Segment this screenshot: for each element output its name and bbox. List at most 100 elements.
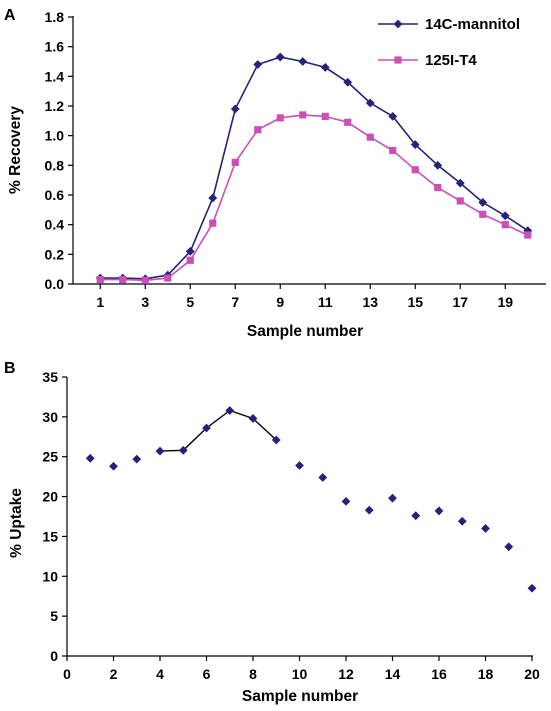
- series-line-t4: [100, 114, 529, 282]
- panel-b-x-tick-label: 8: [249, 666, 257, 682]
- panel-b-x-tick-label: 18: [478, 666, 494, 682]
- panel-a-y-ticks: 0.0 0.2 0.4 0.6 0.8 1.0 1.2 1.4 1.6 1.8: [45, 9, 73, 292]
- panel-a-x-ticks: 1 3 5 7 9 11 13 15 17 19: [96, 284, 513, 310]
- panel-b-x-tick-label: 2: [110, 666, 118, 682]
- data-point-uptake: [155, 446, 165, 456]
- data-point-uptake: [109, 461, 118, 471]
- panel-b-x-tick-label: 10: [292, 666, 308, 682]
- data-point-t4: [231, 158, 239, 166]
- data-point-t4: [321, 112, 329, 120]
- legend-label-mannitol: 14C-mannitol: [425, 16, 520, 33]
- data-point-t4: [434, 183, 442, 192]
- panel-b-x-tick-label: 14: [385, 666, 401, 682]
- panel-a-x-tick-label: 13: [362, 294, 378, 310]
- data-point-mannitol: [455, 178, 465, 188]
- data-point-t4: [276, 114, 284, 122]
- data-point-uptake: [504, 542, 514, 552]
- panel-a-label: A: [4, 7, 16, 24]
- data-point-uptake: [318, 473, 328, 482]
- data-point-uptake: [527, 583, 537, 593]
- data-point-uptake: [388, 493, 397, 503]
- panel-b-y-tick-label: 5: [50, 608, 58, 624]
- panel-a-x-tick-label: 3: [141, 294, 149, 310]
- data-point-uptake: [364, 505, 374, 515]
- panel-b-x-axis-title: Sample number: [242, 688, 358, 705]
- data-point-uptake: [411, 511, 421, 521]
- data-point-mannitol: [365, 98, 375, 108]
- panel-a-y-tick-label: 0.2: [45, 246, 65, 262]
- legend-label-t4: 125I-T4: [425, 52, 477, 69]
- panel-a-y-tick-label: 0.4: [45, 217, 65, 233]
- data-point-t4: [456, 197, 464, 205]
- panel-b-y-tick-label: 0: [50, 648, 58, 664]
- data-point-uptake: [178, 445, 188, 455]
- data-point-t4: [299, 111, 307, 119]
- data-point-uptake: [295, 461, 304, 470]
- data-point-t4: [389, 146, 397, 155]
- data-point-t4: [501, 221, 509, 229]
- data-point-uptake: [85, 453, 95, 463]
- panel-a-y-axis-title: % Recovery: [7, 106, 24, 194]
- data-point-t4: [254, 126, 262, 134]
- data-point-mannitol: [433, 160, 443, 170]
- data-point-mannitol: [230, 104, 240, 114]
- data-point-mannitol: [208, 193, 218, 203]
- panel-a-y-tick-label: 1.4: [45, 68, 65, 84]
- data-point-t4: [96, 275, 104, 284]
- panel-b-x-tick-label: 12: [338, 666, 354, 682]
- data-point-t4: [209, 219, 217, 227]
- legend-marker-t4: [394, 56, 402, 64]
- panel-b-x-tick-label: 16: [431, 666, 447, 682]
- panel-b-series: [85, 406, 537, 593]
- panel-b-y-ticks: 0 5 10 15 20 25 30 35: [42, 369, 67, 664]
- panel-b-y-tick-label: 30: [42, 409, 58, 425]
- data-point-t4: [366, 133, 374, 141]
- data-point-t4: [344, 118, 352, 126]
- panel-a-x-tick-label: 19: [497, 294, 513, 310]
- panel-b-x-tick-label: 4: [156, 666, 164, 682]
- panel-a-x-tick-label: 11: [318, 294, 333, 310]
- panel-b-uptake-chart: B 0 5 10 15 20 25 30 35 0 2 4 6 8 10 12 14 16 18 20 Sampl…: [4, 360, 540, 705]
- data-point-uptake: [248, 414, 258, 423]
- panel-b-y-tick-label: 35: [42, 369, 58, 385]
- panel-a-x-tick-label: 5: [186, 294, 194, 310]
- panel-b-y-tick-label: 15: [42, 528, 58, 544]
- data-point-uptake: [271, 435, 281, 445]
- data-point-uptake: [457, 516, 467, 526]
- data-point-mannitol: [343, 77, 353, 87]
- panel-a-x-tick-label: 15: [407, 294, 423, 310]
- panel-b-x-tick-label: 0: [63, 666, 71, 682]
- data-point-mannitol: [478, 198, 488, 207]
- panel-a-y-tick-label: 1.8: [45, 9, 65, 25]
- data-point-mannitol: [298, 57, 308, 66]
- panel-a-legend: 14C-mannitol 125I-T4: [378, 16, 520, 69]
- data-point-t4: [119, 275, 127, 284]
- data-point-mannitol: [320, 63, 330, 72]
- panel-a-y-tick-label: 0.8: [45, 157, 65, 173]
- data-point-uptake: [202, 423, 211, 433]
- data-point-t4: [524, 231, 532, 239]
- panel-b-y-axis-title: % Uptake: [8, 488, 25, 558]
- data-point-mannitol: [388, 111, 398, 121]
- data-point-uptake: [132, 454, 142, 464]
- panel-a-y-tick-label: 0.0: [45, 276, 65, 292]
- panel-a-x-tick-label: 7: [231, 294, 239, 310]
- data-point-t4: [479, 210, 487, 218]
- data-point-mannitol: [275, 52, 285, 62]
- panel-a-x-axis-title: Sample number: [247, 323, 363, 340]
- legend-marker-mannitol: [393, 19, 403, 29]
- panel-a-x-tick-label: 9: [276, 294, 284, 310]
- panel-a-series: [95, 52, 533, 284]
- panel-b-x-tick-label: 20: [524, 666, 540, 682]
- data-point-mannitol: [500, 211, 510, 221]
- panel-b-x-tick-label: 6: [203, 666, 211, 682]
- data-point-mannitol: [185, 246, 195, 256]
- data-point-uptake: [225, 406, 235, 415]
- series-line-mannitol: [100, 56, 529, 280]
- panel-b-x-ticks: 0 2 4 6 8 10 12 14 16 18 20: [63, 656, 540, 682]
- data-point-t4: [164, 274, 172, 282]
- panel-a-recovery-chart: A 0.00.20.40.60.81.01.21.41.61.8 1 3 5 7 9 11…: [4, 7, 546, 340]
- data-point-mannitol: [410, 140, 420, 149]
- panel-b-y-tick-label: 25: [42, 449, 58, 465]
